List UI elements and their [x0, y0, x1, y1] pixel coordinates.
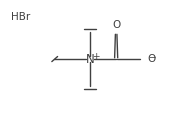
Text: O: O	[112, 20, 120, 30]
Text: HBr: HBr	[11, 12, 30, 21]
Text: +: +	[92, 52, 99, 61]
Text: O: O	[148, 54, 156, 64]
Text: N: N	[86, 53, 95, 66]
Text: −: −	[148, 52, 156, 61]
